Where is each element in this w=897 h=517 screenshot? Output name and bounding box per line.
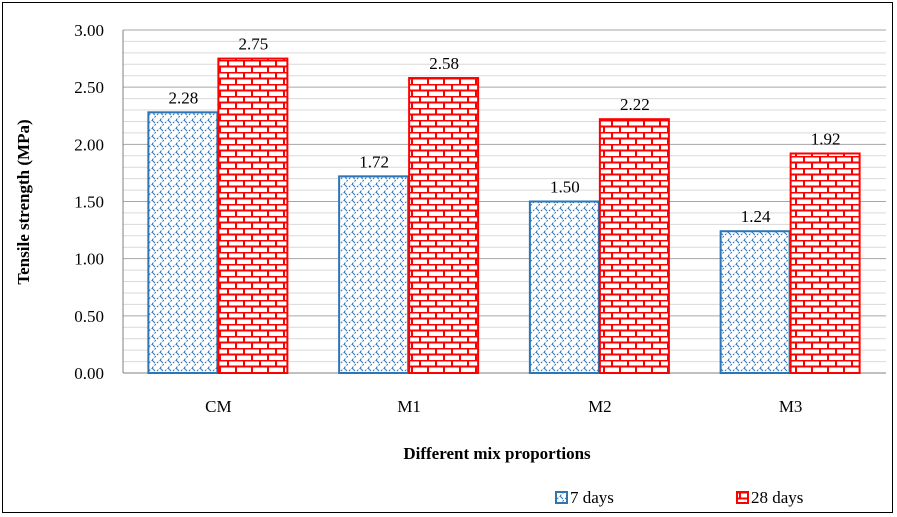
legend-swatch-28-days bbox=[736, 491, 749, 504]
legend-label: 28 days bbox=[751, 488, 803, 507]
y-tick-label: 2.50 bbox=[74, 78, 104, 97]
data-label: 1.50 bbox=[550, 178, 580, 197]
legend-label: 7 days bbox=[570, 488, 614, 507]
data-label: 1.24 bbox=[741, 207, 771, 226]
x-tick-label: CM bbox=[205, 397, 231, 416]
y-axis-title: Tensile strength (MPa) bbox=[14, 119, 33, 284]
y-tick-label: 0.00 bbox=[74, 364, 104, 383]
data-label: 2.22 bbox=[620, 95, 650, 114]
x-tick-label: M2 bbox=[588, 397, 612, 416]
data-label: 2.58 bbox=[429, 54, 459, 73]
x-tick-label: M3 bbox=[779, 397, 803, 416]
bar-28-days-M2 bbox=[598, 118, 670, 375]
bar-28-days-M3 bbox=[789, 152, 861, 374]
bars bbox=[147, 57, 861, 375]
bar-7-days-M1 bbox=[338, 175, 410, 374]
data-labels: 2.28 2.75 1.72 2.58 1.50 2.22 1.24 1.92 bbox=[169, 35, 841, 227]
x-axis-title: Different mix proportions bbox=[403, 444, 591, 463]
bar-28-days-M1 bbox=[408, 77, 480, 375]
data-label: 1.72 bbox=[359, 152, 389, 171]
y-tick-label: 1.00 bbox=[74, 250, 104, 269]
legend-swatch-7-days bbox=[555, 491, 568, 504]
legend: 7 days 28 days bbox=[555, 488, 803, 507]
y-tick-label: 3.00 bbox=[74, 21, 104, 40]
data-label: 1.92 bbox=[811, 129, 841, 148]
bar-7-days-CM bbox=[147, 111, 219, 374]
y-tick-label: 0.50 bbox=[74, 307, 104, 326]
bar-7-days-M3 bbox=[719, 230, 791, 374]
x-tick-label: M1 bbox=[397, 397, 421, 416]
y-tick-label: 1.50 bbox=[74, 193, 104, 212]
bar-28-days-CM bbox=[217, 57, 289, 374]
data-label: 2.28 bbox=[169, 88, 199, 107]
y-tick-label: 2.00 bbox=[74, 135, 104, 154]
data-label: 2.75 bbox=[239, 35, 269, 54]
bar-7-days-M2 bbox=[528, 200, 600, 374]
